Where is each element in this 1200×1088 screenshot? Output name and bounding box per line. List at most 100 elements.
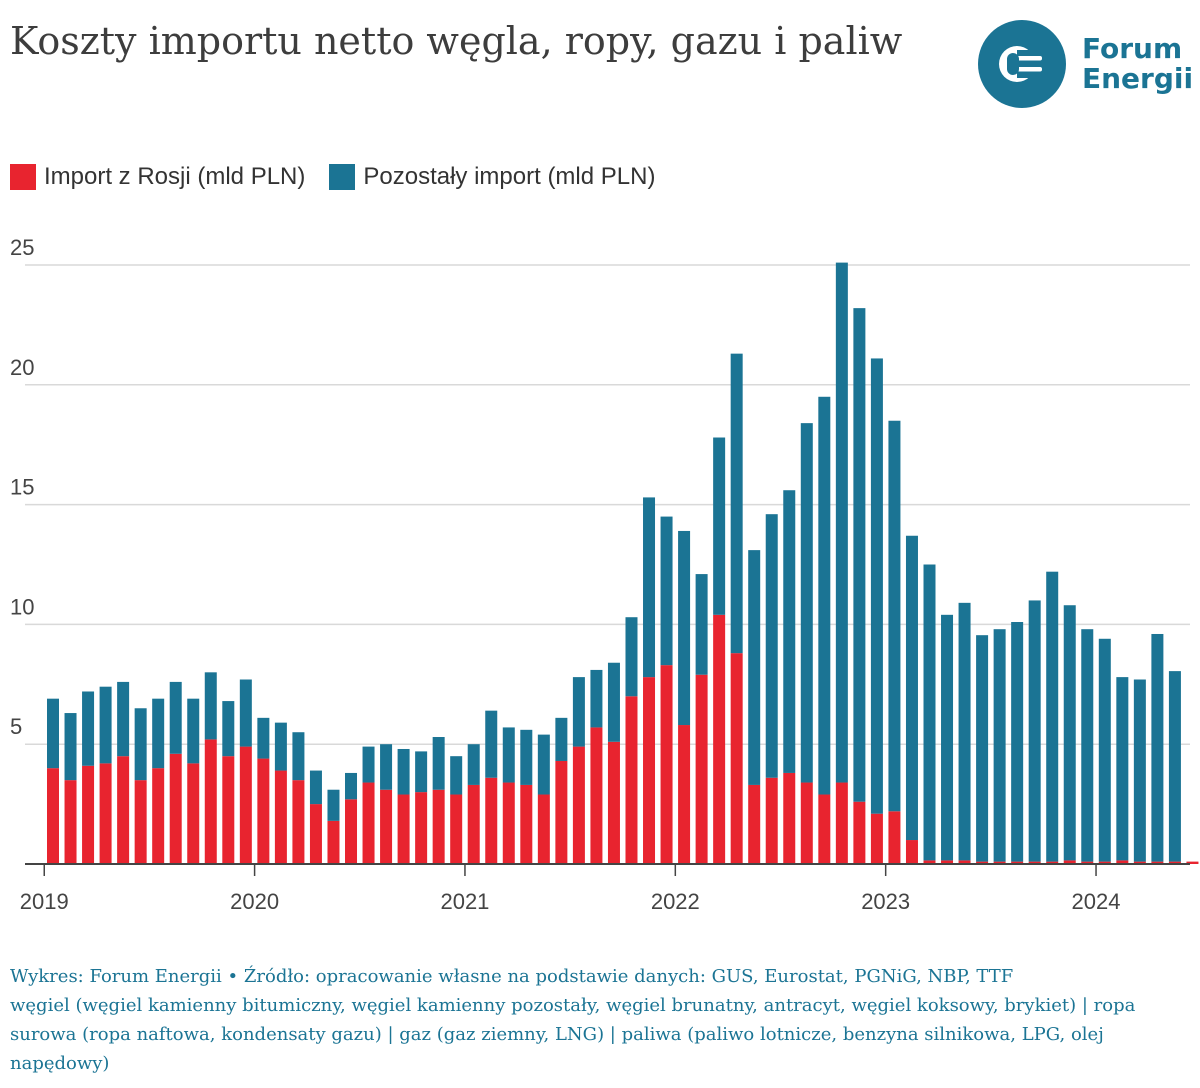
bar-russia <box>748 784 761 864</box>
bar-russia <box>607 741 620 864</box>
stacked-bar-chart: 5 10 15 20 25 2019 2020 2021 2022 2023 2024 <box>10 235 1199 914</box>
bar-russia <box>1028 861 1041 864</box>
bar-russia <box>362 782 375 864</box>
bar-other <box>450 756 463 795</box>
bar-other <box>818 396 831 795</box>
bar-russia <box>309 804 322 864</box>
bar-russia <box>976 861 989 864</box>
bar-russia <box>292 780 305 864</box>
bar-other <box>467 744 480 785</box>
bar-russia <box>187 763 200 864</box>
forum-energii-logo-icon <box>978 20 1066 108</box>
bar-russia <box>47 768 59 864</box>
y-tick-label: 25 <box>10 235 34 260</box>
bar-other <box>204 672 217 740</box>
chart-footer: Wykres: Forum Energii • Źródło: opracowa… <box>10 962 1195 1078</box>
bar-russia <box>239 746 252 864</box>
bar-russia <box>520 784 533 864</box>
legend-item-russia: Import z Rosji (mld PLN) <box>10 163 305 191</box>
bar-other <box>292 732 305 781</box>
bar-other <box>520 729 533 785</box>
bar-other <box>47 698 59 769</box>
bar-russia <box>117 756 130 864</box>
bar-russia <box>1133 861 1146 864</box>
bar-other <box>1133 679 1146 862</box>
bar-russia <box>485 777 498 864</box>
bar-other <box>713 437 726 615</box>
bar-russia <box>432 789 445 864</box>
y-tick-label: 5 <box>10 714 22 739</box>
bar-other <box>941 614 954 861</box>
x-tick-label: 2024 <box>1072 889 1121 914</box>
bar-other <box>765 514 778 778</box>
bar-russia <box>1098 861 1111 864</box>
forum-energii-logo: Forum Energii <box>978 18 1193 110</box>
x-tick-label: 2019 <box>20 889 69 914</box>
bar-russia <box>537 794 550 864</box>
bar-other <box>660 516 673 666</box>
bar-russia <box>1168 861 1181 864</box>
bar-russia <box>1186 861 1199 864</box>
bar-other <box>730 353 743 654</box>
bar-russia <box>502 782 515 864</box>
logo-line-2: Energii <box>1082 62 1194 95</box>
bar-other <box>643 497 656 678</box>
bar-russia <box>169 753 182 864</box>
bar-other <box>1081 629 1094 862</box>
bar-russia <box>1063 860 1076 864</box>
legend-swatch-other <box>329 164 356 190</box>
bar-other <box>625 617 638 697</box>
bar-russia <box>870 813 883 864</box>
legend-swatch-russia <box>10 164 36 190</box>
bar-other <box>1151 633 1164 862</box>
chart-legend: Import z Rosji (mld PLN) Pozostały impor… <box>10 160 679 194</box>
bar-russia <box>941 860 954 864</box>
bar-other <box>485 710 498 778</box>
bar-other <box>993 629 1006 862</box>
bar-russia <box>660 665 673 864</box>
bar-russia <box>345 799 358 864</box>
bar-other <box>958 602 971 861</box>
bar-russia <box>222 756 235 864</box>
legend-item-other: Pozostały import (mld PLN) <box>329 163 655 191</box>
bar-other <box>432 737 445 790</box>
bar-other <box>870 358 883 814</box>
bar-other <box>502 727 515 783</box>
bar-other <box>1011 622 1024 862</box>
bar-other <box>82 691 95 766</box>
bar-other <box>800 423 813 783</box>
bar-other <box>853 308 866 802</box>
bar-other <box>695 574 708 675</box>
x-tick-label: 2022 <box>651 889 700 914</box>
bar-other <box>678 530 691 726</box>
bar-other <box>380 744 393 790</box>
bar-russia <box>678 725 691 864</box>
bar-russia <box>99 763 112 864</box>
bar-other <box>748 550 761 785</box>
bar-other <box>976 635 989 862</box>
bar-russia <box>853 801 866 864</box>
bar-other <box>888 420 901 812</box>
bar-russia <box>713 614 726 864</box>
y-tick-label: 20 <box>10 355 34 380</box>
bar-russia <box>1151 861 1164 864</box>
bar-other <box>274 722 287 771</box>
bar-other <box>397 748 410 795</box>
bar-russia <box>643 677 656 864</box>
bar-russia <box>82 765 95 864</box>
bar-other <box>222 701 235 757</box>
bar-russia <box>64 780 77 864</box>
bar-russia <box>450 794 463 864</box>
bar-russia <box>695 674 708 864</box>
bar-russia <box>467 784 480 864</box>
bar-russia <box>257 758 270 864</box>
bar-russia <box>625 696 638 864</box>
bar-russia <box>730 653 743 864</box>
x-tick-label: 2021 <box>440 889 489 914</box>
logo-wordmark: Forum Energii <box>1082 34 1193 94</box>
x-tick-label: 2020 <box>230 889 279 914</box>
bar-russia <box>783 772 796 864</box>
footnote: węgiel (węgiel kamienny bitumiczny, węgi… <box>10 995 1136 1074</box>
bar-other <box>607 662 620 742</box>
bar-other <box>152 698 165 769</box>
